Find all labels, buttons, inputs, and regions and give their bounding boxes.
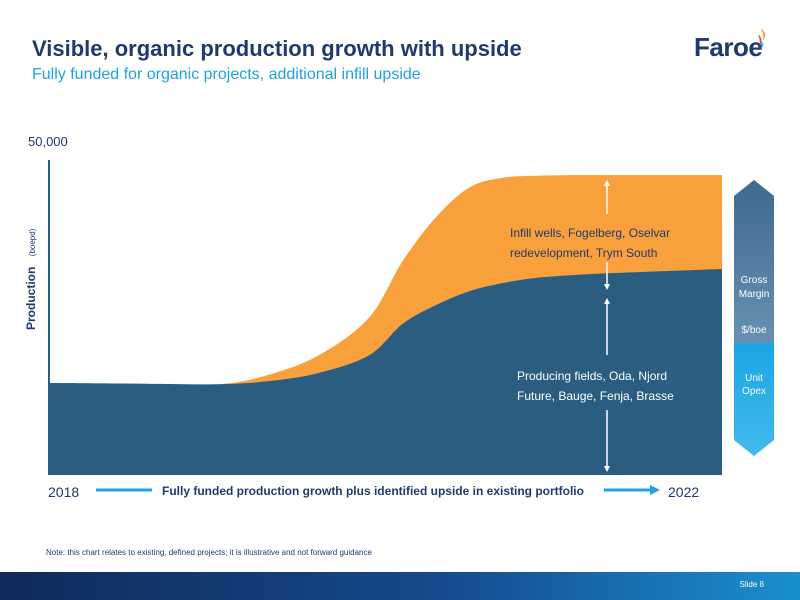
x-start-label: 2018 [48, 484, 80, 500]
producing-area [50, 268, 722, 475]
upside-label-text: Infill wells, Fogelberg, Oselvar redevelo… [510, 226, 670, 260]
arrows-group [604, 180, 610, 472]
producing-text-line2: Future, Bauge, Fenja, Brasse [517, 389, 674, 403]
gross-margin-block [734, 180, 774, 343]
flame-icon [758, 28, 766, 50]
upside-arrow-head-bottom [604, 284, 610, 290]
footer-bar: Slide 8 [0, 572, 800, 600]
unit-opex-label: Unit Opex [742, 373, 766, 397]
producing-arrow-head-top [604, 298, 610, 304]
footnote: Note: this chart relates to existing, de… [46, 548, 372, 557]
y-axis-label: Production (boepd) [22, 229, 40, 330]
unit-opex-block [734, 343, 774, 456]
upside-text-line2: redevelopment, Trym South [510, 246, 658, 260]
producing-arrow-head-bottom [604, 466, 610, 472]
x-axis-caption: Fully funded production growth plus iden… [162, 484, 584, 498]
upside-text-line1: Infill wells, Fogelberg, Oselvar [510, 226, 671, 240]
slide-title: Visible, organic production growth with … [32, 36, 522, 61]
y-axis-title: Production [24, 266, 38, 330]
y-max-label: 50,000 [28, 134, 68, 149]
y-axis-unit: (boepd) [28, 228, 37, 257]
upside-arrow-head-top [604, 180, 610, 186]
x-end-label: 2022 [668, 484, 700, 500]
x-arrow-head [650, 485, 660, 495]
producing-text-line1: Producing fields, Oda, Njord [517, 369, 668, 383]
faroe-logo: Faroe [694, 28, 774, 68]
side-bar [734, 180, 774, 456]
upside-label: Infill wells, Fogelberg, Oselvar redevelo… [510, 223, 670, 263]
slide-subtitle: Fully funded for organic projects, addit… [32, 66, 421, 83]
producing-label-text: Producing fields, Oda, Njord Future, Baug… [517, 369, 674, 403]
slide-number: Slide 8 [739, 580, 764, 589]
gross-margin-label: Gross Margin [738, 275, 770, 300]
per-boe-label: $/boe [741, 325, 767, 336]
logo-text: Faroe [694, 32, 763, 62]
producing-label: Producing fields, Oda, Njord Future, Baug… [517, 366, 674, 406]
